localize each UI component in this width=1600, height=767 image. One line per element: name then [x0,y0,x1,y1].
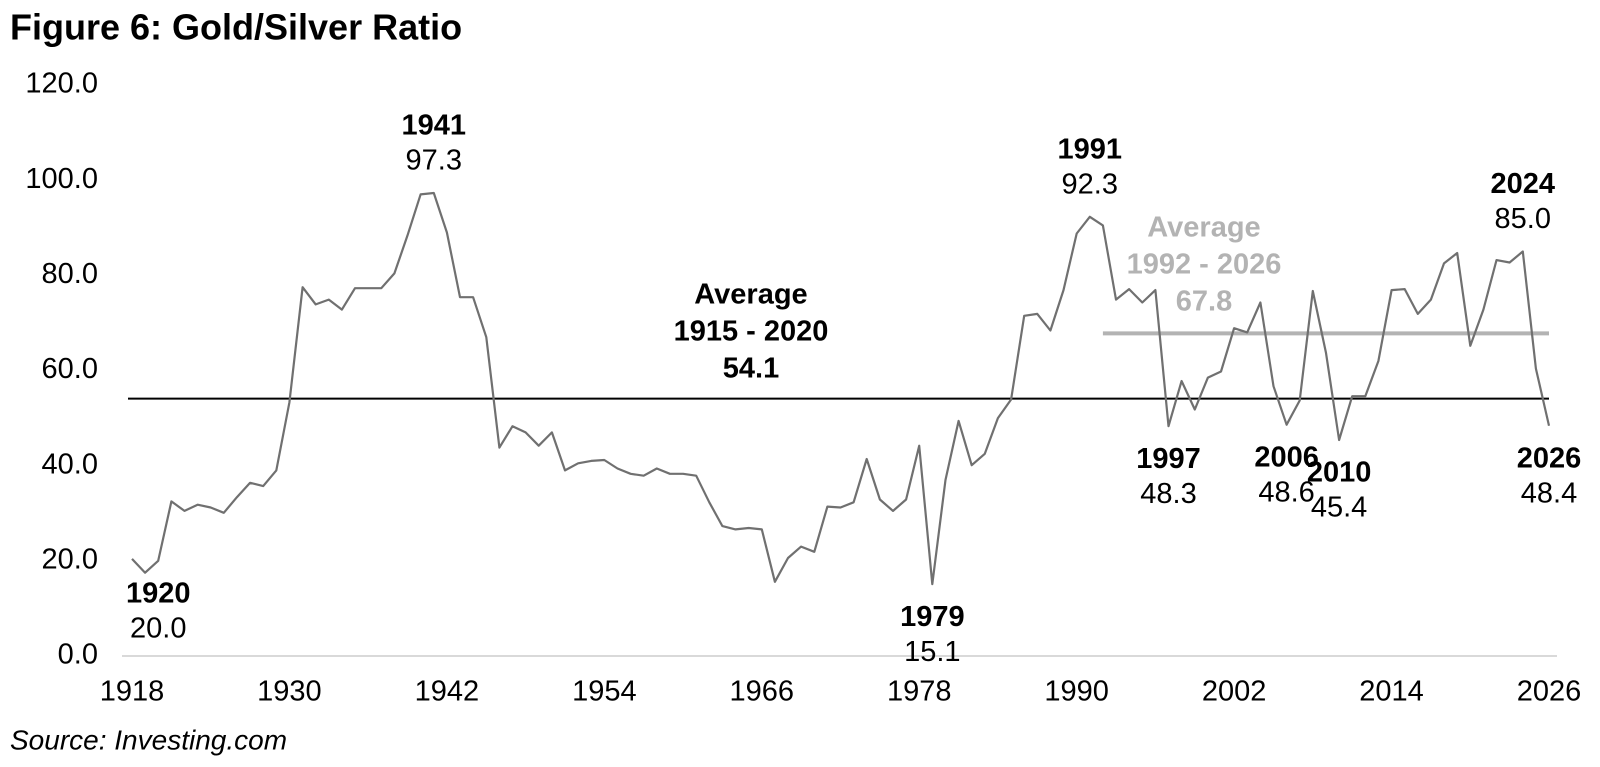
x-tick-label: 1954 [572,676,637,708]
source: Source: Investing.com [10,724,287,755]
annotation-year: 2010 [1307,457,1372,489]
y-tick-label: 120.0 [25,68,98,100]
y-tick-label: 60.0 [42,353,98,385]
x-tick-label: 1966 [730,676,795,708]
x-tick-label: 2002 [1202,676,1267,708]
annotation-year: 2026 [1517,442,1582,474]
annotation-value: 20.0 [130,612,186,644]
annotation-year: 1941 [402,110,467,142]
annotation-year: 1920 [126,577,191,609]
average-label: Average [1147,212,1260,244]
y-tick-label: 0.0 [58,639,98,671]
annotation-year: 2024 [1491,168,1556,200]
x-tick-label: 2014 [1359,676,1424,708]
annotation-value: 45.4 [1311,492,1367,524]
y-tick-label: 80.0 [42,258,98,290]
x-tick-label: 1930 [257,676,322,708]
y-tick-label: 40.0 [42,448,98,480]
annotation-year: 1979 [900,601,965,633]
ratio-line [131,191,1551,586]
annotation-value: 85.0 [1495,203,1551,235]
average-value: 54.1 [723,353,779,385]
x-tick-label: 1918 [100,676,165,708]
x-tick-label: 1990 [1044,676,1109,708]
x-tick-label: 2026 [1517,676,1582,708]
annotation-year: 2006 [1254,441,1319,473]
x-tick-label: 1942 [415,676,480,708]
average-value: 67.8 [1176,286,1232,318]
y-tick-label: 100.0 [25,163,98,195]
chart-title: Figure 6: Gold/Silver Ratio [10,7,462,48]
x-tick-label: 1978 [887,676,952,708]
annotation-value: 48.3 [1140,478,1196,510]
annotation-value: 15.1 [904,636,960,668]
annotation-value: 92.3 [1062,168,1118,200]
annotation-value: 48.6 [1258,476,1314,508]
annotation-year: 1991 [1058,133,1123,165]
average-label: Average [694,279,807,311]
annotation-year: 1997 [1136,443,1201,475]
average-period: 1915 - 2020 [674,316,829,348]
average-period: 1992 - 2026 [1127,249,1282,281]
annotation-value: 97.3 [406,145,462,177]
annotation-value: 48.4 [1521,477,1577,509]
y-tick-label: 20.0 [42,543,98,575]
